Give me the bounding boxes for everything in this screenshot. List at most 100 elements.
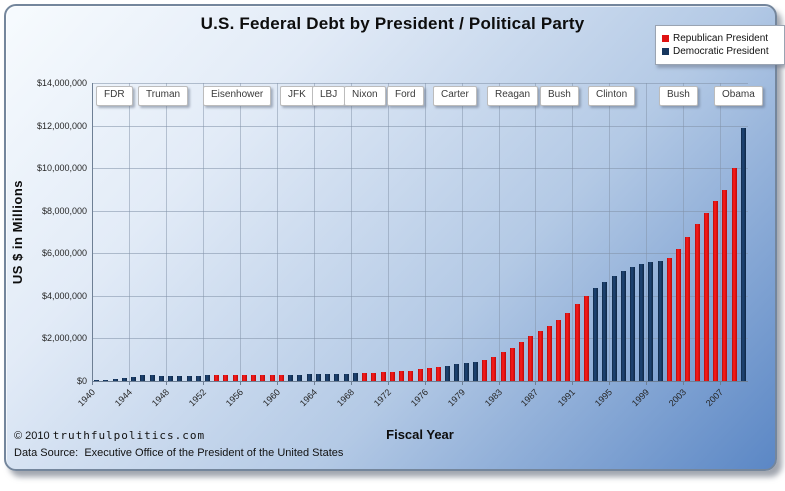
x-tick-mark — [609, 381, 611, 385]
x-tick-mark — [498, 381, 500, 385]
x-gridline — [313, 83, 315, 381]
x-tick-mark — [387, 381, 389, 385]
bar-1962 — [297, 374, 303, 381]
bar-1957 — [251, 375, 257, 381]
y-gridline — [92, 253, 748, 255]
bar-1986 — [528, 335, 534, 381]
democratic-swatch-icon — [662, 48, 669, 55]
x-tick-mark — [128, 381, 130, 385]
bar-1947 — [158, 375, 164, 381]
president-label-nixon: Nixon — [344, 86, 386, 106]
bar-1944 — [131, 376, 137, 381]
bar-1983 — [500, 351, 506, 381]
president-label-ford: Ford — [387, 86, 424, 106]
y-tick-label: $2,000,000 — [41, 333, 87, 344]
bar-1972 — [389, 371, 395, 381]
bar-2005 — [703, 212, 709, 381]
president-label-bush: Bush — [659, 86, 698, 106]
y-tick-label: $0 — [76, 376, 87, 386]
bar-1996 — [620, 270, 626, 381]
y-gridline — [92, 168, 748, 170]
president-label-clinton: Clinton — [588, 86, 636, 106]
y-gridline — [92, 295, 748, 297]
bar-1994 — [602, 282, 608, 381]
x-gridline — [720, 83, 722, 381]
x-gridline — [424, 83, 426, 381]
bar-1973 — [399, 371, 405, 381]
bar-1976 — [426, 367, 432, 381]
legend-label: Republican President — [673, 33, 769, 44]
x-gridline — [683, 83, 685, 381]
copyright-text: © 2010 — [14, 430, 50, 442]
x-tick-mark — [461, 381, 463, 385]
chart-frame — [4, 4, 777, 471]
x-tick-mark — [276, 381, 278, 385]
x-gridline — [202, 83, 204, 381]
x-gridline — [461, 83, 463, 381]
x-gridline — [387, 83, 389, 381]
bar-1999 — [648, 261, 654, 381]
president-label-truman: Truman — [138, 86, 189, 106]
bar-1975 — [417, 369, 423, 381]
y-tick-label: $10,000,000 — [36, 163, 87, 174]
bar-1955 — [232, 375, 238, 381]
bar-1990 — [565, 312, 571, 381]
x-tick-mark — [350, 381, 352, 385]
bar-1979 — [463, 363, 469, 381]
x-gridline — [128, 83, 130, 381]
site-name: truthfulpolitics.com — [52, 429, 206, 442]
y-tick-label: $8,000,000 — [41, 205, 87, 216]
bar-1980 — [472, 361, 478, 381]
y-axis-line — [92, 83, 93, 382]
bar-1967 — [343, 373, 349, 381]
y-tick-label: $12,000,000 — [36, 120, 87, 131]
bar-1954 — [223, 375, 229, 381]
bar-1940 — [94, 379, 100, 381]
bar-TQ — [435, 367, 441, 381]
bar-2002 — [676, 249, 682, 381]
y-gridline — [92, 125, 748, 127]
republican-swatch-icon — [662, 35, 669, 42]
x-tick-mark — [165, 381, 167, 385]
x-gridline — [165, 83, 167, 381]
x-tick-mark — [535, 381, 537, 385]
y-axis-title: US $ in Millions — [10, 179, 25, 285]
bar-1953 — [214, 375, 220, 381]
y-gridline — [92, 83, 748, 84]
bar-1946 — [149, 375, 155, 381]
bar-1941 — [103, 379, 109, 381]
x-gridline — [646, 83, 648, 381]
bar-1997 — [630, 266, 635, 381]
x-tick-mark — [239, 381, 241, 385]
x-gridline — [276, 83, 278, 381]
bar-1993 — [593, 288, 599, 381]
bar-1981 — [482, 359, 488, 381]
x-tick-mark — [202, 381, 204, 385]
x-tick-mark — [572, 381, 574, 385]
bar-1971 — [380, 372, 386, 381]
bar-2004 — [694, 224, 700, 381]
bar-1995 — [611, 276, 617, 381]
bar-1977 — [445, 365, 451, 381]
bar-1969 — [362, 373, 368, 381]
x-tick-mark — [683, 381, 685, 385]
x-axis-line — [92, 381, 748, 382]
x-tick-mark — [424, 381, 426, 385]
bar-1949 — [177, 375, 183, 381]
copyright-line: © 2010 truthfulpolitics.com — [14, 429, 205, 442]
bar-1958 — [260, 375, 266, 381]
president-label-fdr: FDR — [96, 86, 133, 106]
x-tick-mark — [646, 381, 648, 385]
bar-1998 — [639, 264, 645, 381]
bar-1960 — [278, 374, 284, 381]
bar-1952 — [204, 375, 210, 381]
y-tick-label: $4,000,000 — [41, 290, 87, 301]
bar-1959 — [269, 374, 275, 381]
bar-1974 — [408, 370, 414, 381]
bar-1963 — [306, 374, 312, 381]
bar-1984 — [509, 347, 515, 381]
x-tick-mark — [92, 381, 93, 385]
bar-1961 — [288, 374, 294, 381]
bar-1978 — [454, 364, 460, 381]
